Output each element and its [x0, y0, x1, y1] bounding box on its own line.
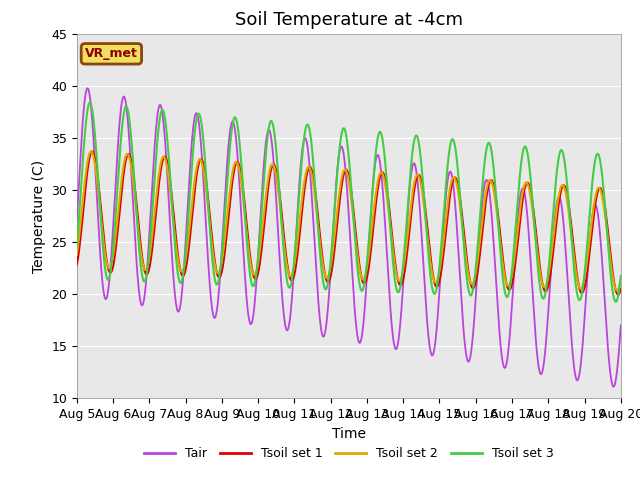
- Text: VR_met: VR_met: [85, 48, 138, 60]
- Legend: Tair, Tsoil set 1, Tsoil set 2, Tsoil set 3: Tair, Tsoil set 1, Tsoil set 2, Tsoil se…: [139, 442, 559, 465]
- Y-axis label: Temperature (C): Temperature (C): [31, 159, 45, 273]
- Title: Soil Temperature at -4cm: Soil Temperature at -4cm: [235, 11, 463, 29]
- X-axis label: Time: Time: [332, 427, 366, 441]
